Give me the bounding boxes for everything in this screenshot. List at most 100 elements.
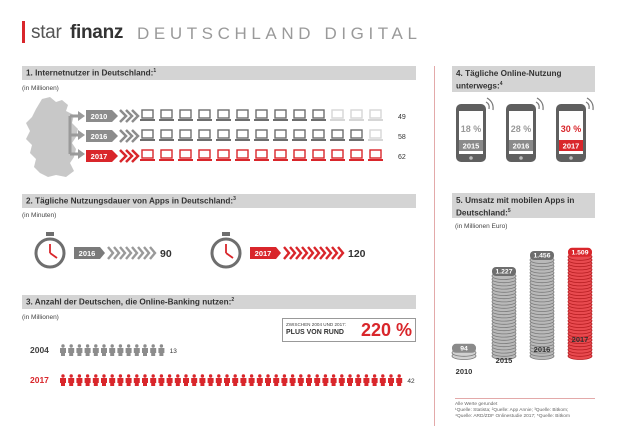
laptop-icon bbox=[254, 109, 269, 121]
person-icon bbox=[158, 374, 165, 386]
value-chevron bbox=[331, 246, 339, 260]
person-icon bbox=[174, 374, 181, 386]
person-icon bbox=[232, 374, 239, 386]
footnote-line: ⁴Quelle: ARD/ZDF Onlinestudie 2017; ⁵Que… bbox=[455, 414, 570, 419]
app-minutes-chart: 2016 90 2017 120 bbox=[34, 232, 366, 269]
person-icon bbox=[109, 344, 116, 356]
section4-header: 4. Tägliche Online-Nutzung unterwegs:4 bbox=[452, 66, 595, 92]
person-icon bbox=[297, 374, 304, 386]
person-icon bbox=[265, 374, 271, 386]
section1-header: 1. Internetnutzer in Deutschland:1 bbox=[22, 66, 416, 80]
laptop-icon bbox=[273, 109, 288, 121]
section4-footnote-mark: 4 bbox=[499, 81, 503, 87]
value-chevron bbox=[319, 246, 327, 260]
section4-title-line1: 4. Tägliche Online-Nutzung bbox=[456, 69, 562, 78]
value-label: 1.227 bbox=[495, 269, 512, 276]
person-icon bbox=[158, 344, 165, 356]
value-badge bbox=[452, 343, 476, 353]
person-icon bbox=[388, 374, 394, 386]
footnotes: Alle Werte gerundet ¹Quelle: Statista; ²… bbox=[455, 402, 570, 420]
person-icon bbox=[166, 374, 173, 386]
value-chevron bbox=[295, 246, 303, 260]
person-icon bbox=[76, 374, 83, 386]
laptop-icon bbox=[368, 149, 383, 161]
section5-footnote-mark: 5 bbox=[507, 208, 511, 214]
person-icon bbox=[224, 374, 230, 386]
laptop-icon bbox=[311, 149, 326, 161]
laptop-icon bbox=[197, 109, 212, 121]
growth-callout: ZWISCHEN 2004 UND 2017: PLUS VON RUND 22… bbox=[282, 318, 416, 342]
person-icon bbox=[101, 374, 107, 386]
person-icon bbox=[125, 374, 132, 386]
section5-header: 5. Umsatz mit mobilen Apps in Deutschlan… bbox=[452, 193, 595, 218]
value-label: 49 bbox=[398, 114, 406, 121]
laptop-icon bbox=[216, 109, 231, 121]
laptop-icon bbox=[140, 129, 155, 141]
svg-text:2017: 2017 bbox=[91, 152, 108, 161]
person-icon bbox=[150, 344, 157, 356]
laptop-icon bbox=[159, 149, 174, 161]
svg-text:2010: 2010 bbox=[91, 112, 108, 121]
svg-text:2016: 2016 bbox=[91, 132, 108, 141]
person-icon bbox=[281, 374, 288, 386]
laptop-icon bbox=[368, 109, 383, 121]
laptop-icon bbox=[159, 109, 174, 121]
laptop-icon bbox=[140, 109, 155, 121]
value-chevron bbox=[143, 246, 151, 260]
section2-header: 2. Tägliche Nutzungsdauer von Apps in De… bbox=[22, 194, 416, 208]
value-label: 42 bbox=[407, 378, 415, 385]
person-icon bbox=[92, 374, 99, 386]
footnote-line: ¹Quelle: Statista; ²Quelle: App Annie; ³… bbox=[455, 408, 569, 413]
year-label: 2017 bbox=[30, 375, 49, 385]
laptop-icon bbox=[273, 149, 288, 161]
value-label: 30 % bbox=[561, 124, 582, 134]
section2-title: 2. Tägliche Nutzungsdauer von Apps in De… bbox=[26, 196, 234, 206]
person-icon bbox=[240, 374, 247, 386]
laptop-icon bbox=[216, 129, 231, 141]
coin-stack-icon bbox=[491, 272, 517, 360]
page-title: DEUTSCHLAND DIGITAL bbox=[137, 24, 422, 43]
person-icon bbox=[289, 374, 296, 386]
value-label: 90 bbox=[160, 248, 172, 260]
mobile-online-chart: 18 % 2015 28 % 2016 30 % 2017 bbox=[456, 97, 594, 162]
laptop-icon bbox=[178, 129, 193, 141]
person-icon bbox=[347, 374, 353, 386]
section1-unit: (in Millionen) bbox=[22, 85, 59, 92]
callout-big-text: PLUS VON RUND bbox=[286, 329, 344, 336]
person-icon bbox=[256, 374, 263, 386]
person-icon bbox=[396, 374, 403, 386]
year-label-2017: 2017 bbox=[86, 149, 140, 163]
section3-footnote-mark: 2 bbox=[231, 297, 235, 303]
section2-footnote-mark: 3 bbox=[233, 196, 236, 202]
year-label-2017 bbox=[250, 247, 281, 259]
person-icon bbox=[84, 374, 91, 386]
person-icon bbox=[248, 374, 255, 386]
laptop-icon bbox=[235, 129, 250, 141]
section1-footnote-mark: 1 bbox=[153, 68, 157, 74]
year-label-2016 bbox=[74, 247, 105, 259]
value-label: 1.509 bbox=[571, 250, 588, 257]
brand-light: star bbox=[31, 22, 62, 43]
laptop-icon bbox=[311, 109, 326, 121]
laptop-icon bbox=[292, 109, 307, 121]
section3-unit: (in Millionen) bbox=[22, 314, 59, 321]
brand-accent-bar bbox=[22, 21, 25, 43]
value-badge bbox=[530, 251, 554, 260]
section1-title: 1. Internetnutzer in Deutschland: bbox=[26, 68, 154, 78]
person-icon bbox=[76, 344, 83, 356]
person-icon bbox=[322, 374, 329, 386]
value-label: 120 bbox=[348, 248, 366, 260]
person-icon bbox=[142, 374, 148, 386]
laptop-icon bbox=[254, 129, 269, 141]
person-icon bbox=[150, 374, 157, 386]
person-icon bbox=[117, 374, 124, 386]
laptop-icon bbox=[216, 149, 231, 161]
branch-arrows-icon bbox=[68, 111, 85, 159]
laptop-icon bbox=[330, 109, 345, 121]
value-chevron bbox=[149, 246, 157, 260]
person-icon bbox=[371, 374, 378, 386]
laptop-icon bbox=[235, 109, 250, 121]
value-label: 1.456 bbox=[533, 253, 550, 260]
online-banking-chart: 2004 13 2017 42 bbox=[30, 344, 415, 386]
